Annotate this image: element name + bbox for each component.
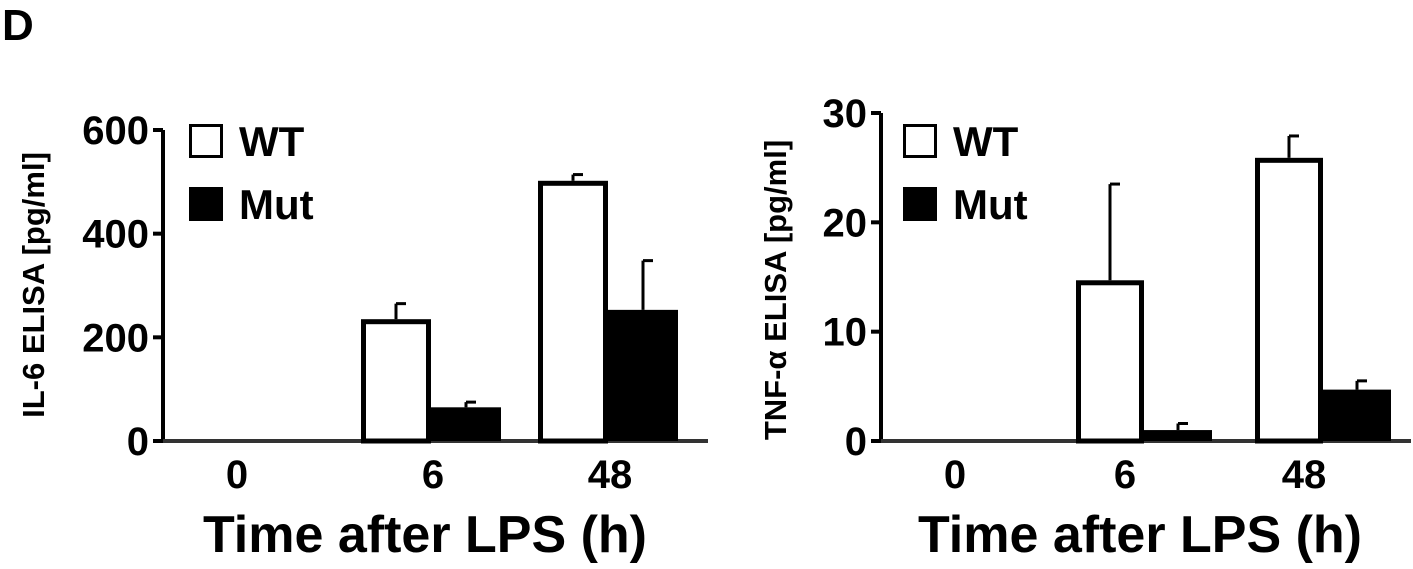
bar-wt — [361, 319, 431, 444]
bar-mut — [608, 309, 678, 441]
y-tick-label: 200 — [82, 316, 149, 360]
y-tick-label: 30 — [823, 92, 868, 136]
x-tick-label: 48 — [1282, 453, 1327, 497]
y-tick-label: 600 — [82, 109, 149, 153]
legend-swatch-wt — [189, 124, 223, 158]
x-tick-label: 0 — [944, 453, 966, 497]
y-axis-title: IL-6 ELISA [pg/ml] — [16, 152, 51, 418]
x-tick-label: 0 — [226, 453, 248, 497]
y-tick-label: 400 — [82, 213, 149, 257]
bar-wt — [538, 180, 608, 444]
panel-label: D — [2, 1, 34, 50]
y-tick-label: 20 — [823, 201, 868, 245]
y-tick-label: 0 — [845, 420, 867, 464]
y-axis-title: TNF-α ELISA [pg/ml] — [758, 140, 793, 440]
x-tick-label: 6 — [1114, 453, 1136, 497]
bar-mut — [1323, 389, 1391, 441]
x-tick-label: 6 — [422, 453, 444, 497]
y-tick-label: 10 — [823, 311, 868, 355]
y-tick-label: 0 — [127, 420, 149, 464]
x-tick-label: 48 — [588, 453, 633, 497]
legend-label-mut: Mut — [953, 181, 1028, 228]
bar-wt — [1076, 280, 1144, 444]
bar-mut — [1144, 430, 1212, 441]
il6-chart: IL-6 ELISA [pg/ml] 0 200 400 600 0 6 48 Time aft… — [16, 109, 708, 564]
legend-swatch-mut — [903, 187, 937, 221]
legend-label-wt: WT — [953, 118, 1019, 165]
x-axis-title: Time after LPS (h) — [918, 506, 1362, 564]
legend-label-mut: Mut — [239, 181, 314, 228]
bar-mut — [431, 407, 501, 441]
legend-label-wt: WT — [239, 118, 305, 165]
tnf-chart: TNF-α ELISA [pg/ml] 0 10 20 30 0 6 48 Time after… — [758, 92, 1411, 564]
legend-swatch-wt — [903, 124, 937, 158]
x-axis-title: Time after LPS (h) — [203, 506, 647, 564]
legend-swatch-mut — [189, 187, 223, 221]
bar-wt — [1255, 157, 1323, 444]
